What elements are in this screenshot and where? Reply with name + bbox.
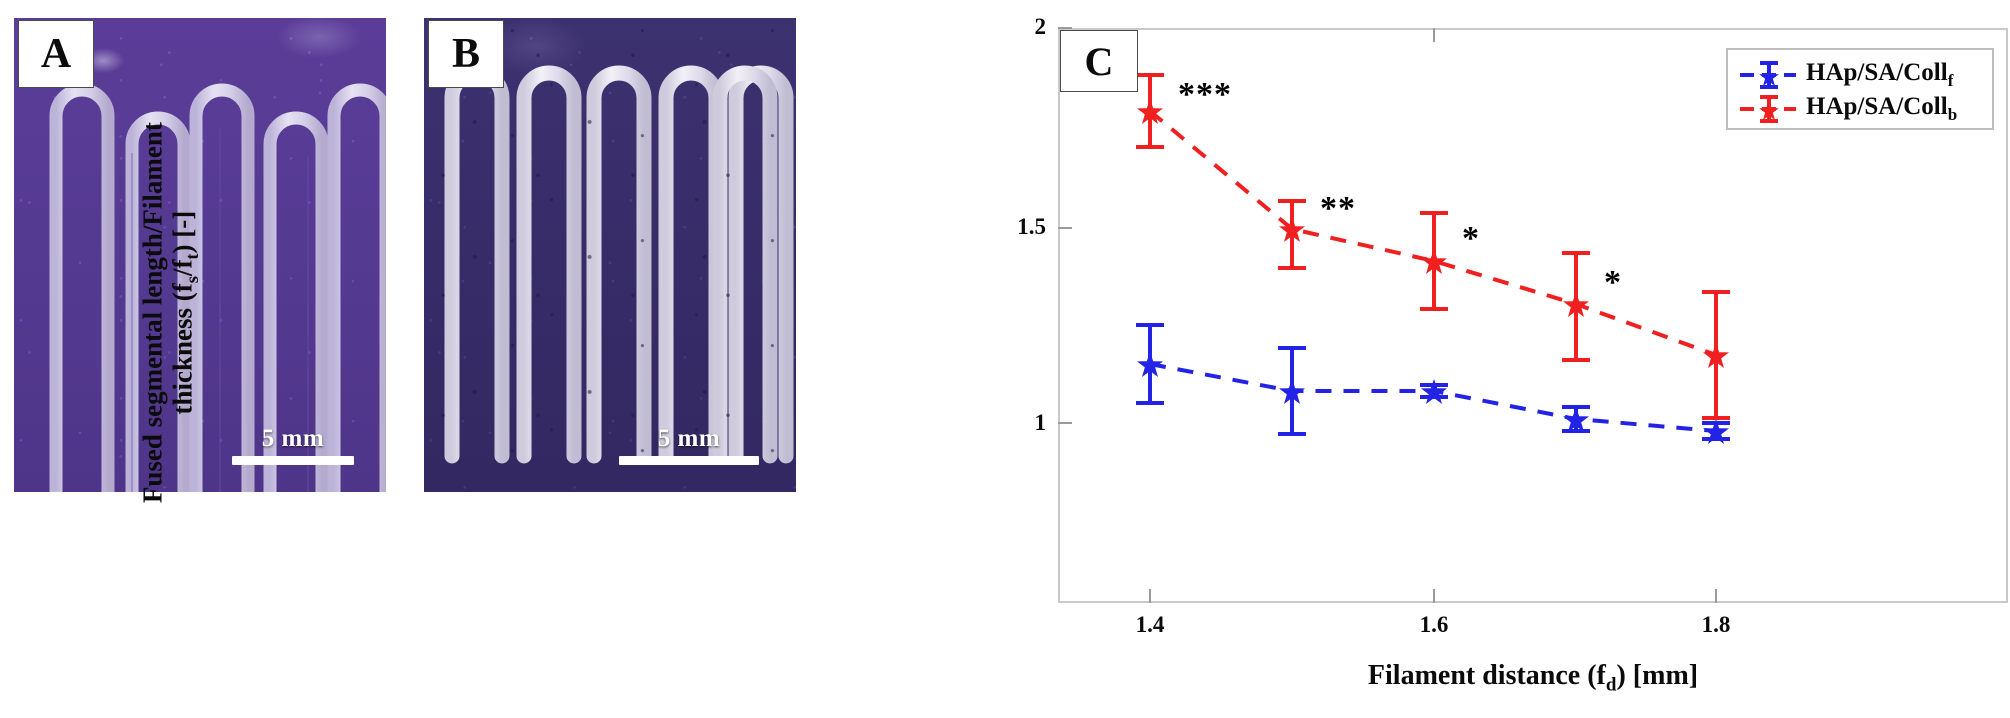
legend-label-red: HAp/SA/Collb [1806,93,1957,125]
x-axis-label-post: ) [mm] [1616,660,1699,691]
series-red-line [1148,109,1717,357]
series-red-errorbars [1136,73,1730,420]
panel-b-scalebar: 5 mm [614,426,764,465]
significance-marker-2: ** [1320,190,1356,227]
x-axis-label-pre: Filament distance (f [1367,660,1606,691]
legend-label-blue-pre: HAp/SA/Coll [1806,59,1948,86]
x-axis-label-sub-d: d [1605,674,1617,696]
y-tick-label-1-5: 1.5 [1017,214,1046,239]
legend-swatch-red [1738,94,1800,124]
x-axis-label: Filament distance (fd) [mm] [1058,660,2008,697]
significance-marker-3: * [1462,220,1480,257]
significance-marker-4: * [1604,264,1622,301]
panel-c-label-box: C [1060,30,1138,92]
panel-b-label-text: B [451,31,480,77]
legend-label-blue-sub: f [1947,71,1954,90]
legend-item-red[interactable]: HAp/SA/Collb [1738,92,1980,126]
x-tick-label-1-8: 1.8 [1701,612,1731,637]
panel-a-filament-pattern [49,83,386,492]
x-tick-label-1-6: 1.6 [1419,612,1449,637]
panel-a-scalebar: 5 mm [228,426,358,465]
panel-b-specks [424,18,796,492]
series-red-markers [1137,99,1729,368]
panel-a-label-text: A [40,31,72,77]
panel-b-label-box: B [428,20,504,88]
panel-c-label-text: C [1084,38,1114,84]
panel-b-scalebar-text: 5 mm [657,425,721,452]
significance-marker-1: *** [1178,76,1232,113]
panel-a-scalebar-line [232,456,354,465]
legend-label-blue: HAp/SA/Collf [1806,59,1953,91]
y-tick-label-1: 1 [1034,410,1047,435]
panel-a: A 5 mm [14,18,386,492]
y-tick-label-2: 2 [1034,14,1047,39]
legend-item-blue[interactable]: HAp/SA/Collf [1738,58,1980,92]
panel-b-scalebar-line [619,456,759,465]
legend-swatch-blue [1738,60,1800,90]
legend-label-red-sub: b [1947,105,1958,124]
chart-legend: HAp/SA/Collf HAp/SA/Collb [1726,48,1994,130]
panel-a-label-box: A [18,20,94,88]
legend-label-red-pre: HAp/SA/Coll [1806,93,1948,120]
series-blue-markers [1137,352,1729,444]
panel-b: B 5 mm [424,18,796,492]
x-tick-label-1-4: 1.4 [1135,612,1165,637]
panel-a-scalebar-text: 5 mm [261,425,325,452]
